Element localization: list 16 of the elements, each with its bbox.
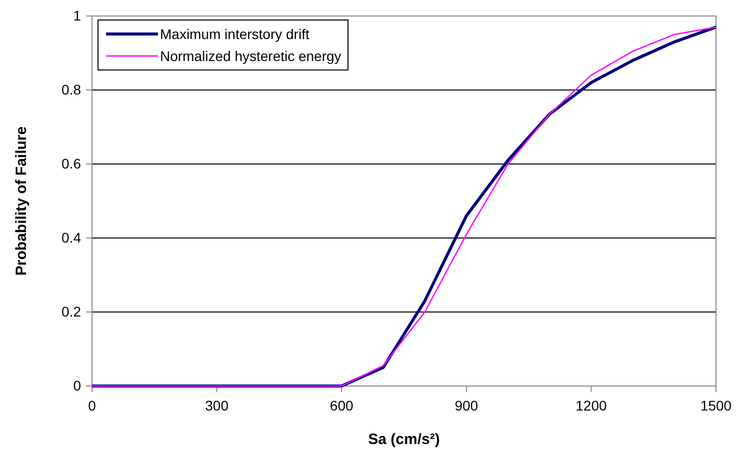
y-axis-title: Probability of Failure bbox=[13, 126, 30, 276]
y-tick-label: 0 bbox=[73, 377, 82, 394]
x-tick-label: 0 bbox=[88, 397, 96, 414]
y-tick-label: 1 bbox=[73, 7, 82, 24]
y-tick-label: 0.6 bbox=[62, 155, 82, 172]
x-tick-label: 300 bbox=[205, 397, 229, 414]
y-tick-label: 0.2 bbox=[62, 303, 82, 320]
y-tick-label: 0.8 bbox=[62, 81, 82, 98]
legend-label: Maximum interstory drift bbox=[160, 26, 310, 42]
x-tick-label: 900 bbox=[454, 397, 478, 414]
x-tick-label: 1200 bbox=[576, 397, 607, 414]
x-axis-title: Sa (cm/s²) bbox=[368, 431, 440, 448]
y-tick-label: 0.4 bbox=[62, 229, 82, 246]
x-tick-label: 1500 bbox=[700, 397, 732, 414]
legend-label: Normalized hysteretic energy bbox=[160, 48, 342, 64]
x-tick-label: 600 bbox=[330, 397, 354, 414]
